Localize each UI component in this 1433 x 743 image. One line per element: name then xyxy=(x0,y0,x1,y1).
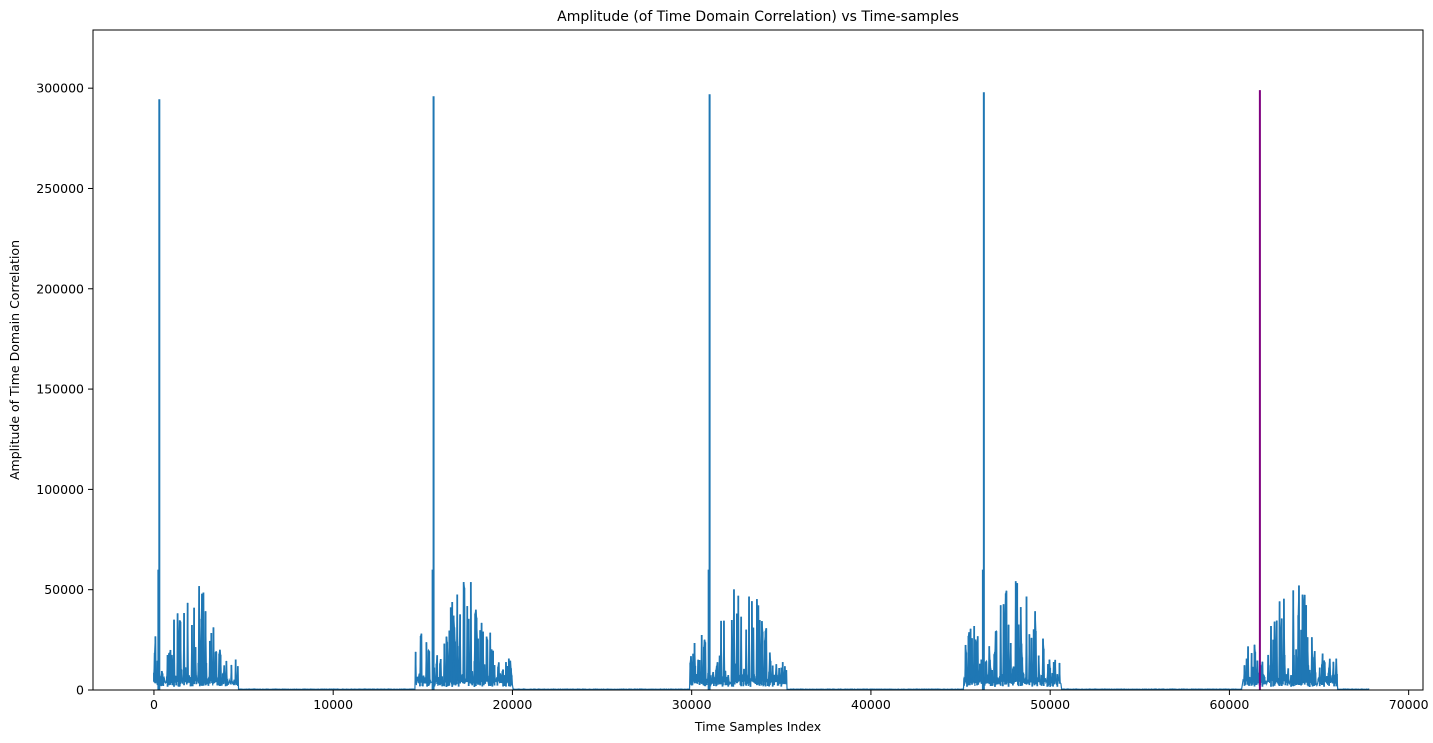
y-tick-label: 200000 xyxy=(36,281,84,296)
y-axis: 0 50000 100000 150000 200000 250000 300000 xyxy=(36,81,93,698)
y-tick-label: 250000 xyxy=(36,181,84,196)
series-signal-line xyxy=(153,581,1370,691)
x-tick-label: 60000 xyxy=(1210,697,1250,712)
y-tick-label: 50000 xyxy=(44,582,84,597)
x-tick-label: 70000 xyxy=(1389,697,1429,712)
y-tick-label: 150000 xyxy=(36,382,84,397)
x-tick-label: 40000 xyxy=(851,697,891,712)
y-tick-label: 300000 xyxy=(36,81,84,96)
y-tick-label: 100000 xyxy=(36,482,84,497)
y-axis-label: Amplitude of Time Domain Correlation xyxy=(7,240,22,480)
plot-area xyxy=(153,90,1370,691)
x-axis: 0 10000 20000 30000 40000 50000 60000 70000 xyxy=(150,690,1429,712)
y-tick-label: 0 xyxy=(76,683,84,698)
x-tick-label: 10000 xyxy=(313,697,353,712)
x-tick-label: 30000 xyxy=(672,697,712,712)
x-tick-label: 50000 xyxy=(1030,697,1070,712)
axes-frame xyxy=(92,29,1424,691)
x-axis-label: Time Samples Index xyxy=(694,719,821,734)
x-tick-label: 20000 xyxy=(493,697,533,712)
x-tick-label: 0 xyxy=(150,697,158,712)
chart-title: Amplitude (of Time Domain Correlation) v… xyxy=(557,9,959,25)
